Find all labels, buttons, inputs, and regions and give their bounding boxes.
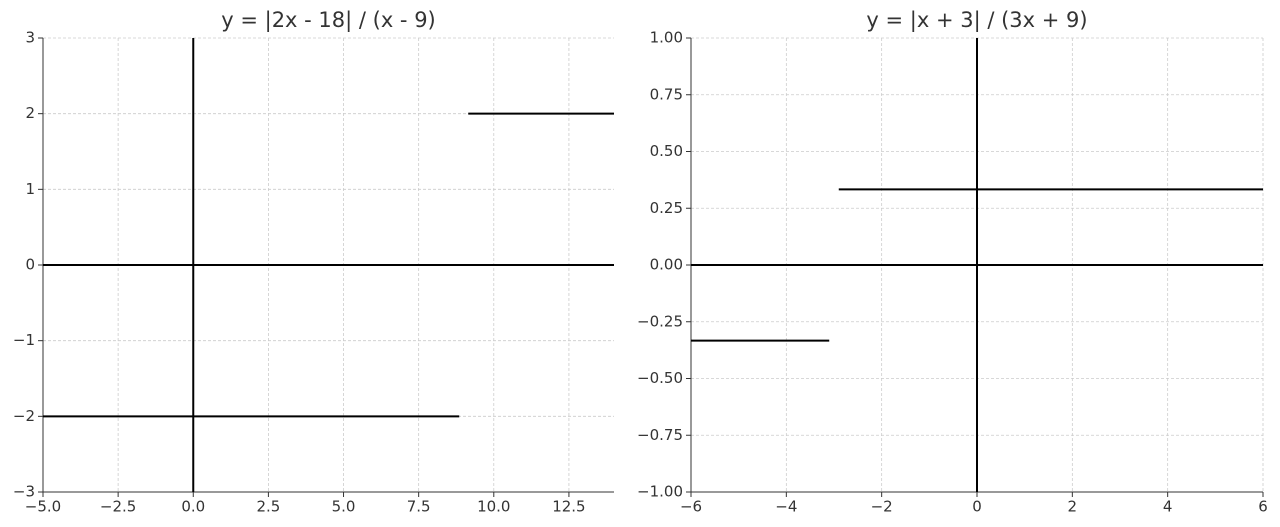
y-tick-label: 0.75 (650, 85, 683, 103)
x-tick-label: 12.5 (552, 498, 585, 516)
x-tick-label: −2.5 (100, 498, 136, 516)
y-tick-label: 0.25 (650, 199, 683, 217)
x-tick-label: 2 (1068, 498, 1078, 516)
chart-title: y = |2x - 18| / (x - 9) (221, 8, 436, 33)
x-tick-label: 5.0 (332, 498, 356, 516)
y-tick-label: 0 (25, 256, 35, 274)
x-tick-label: 2.5 (256, 498, 280, 516)
y-tick-label: −0.25 (637, 312, 683, 330)
x-tick-label: 4 (1163, 498, 1173, 516)
y-tick-label: 1.00 (650, 29, 683, 47)
x-tick-label: 0.0 (181, 498, 205, 516)
x-tick-label: −2 (871, 498, 893, 516)
y-tick-label: −0.50 (637, 369, 683, 387)
y-tick-label: −0.75 (637, 426, 683, 444)
x-tick-label: −4 (775, 498, 797, 516)
x-tick-label: −6 (680, 498, 702, 516)
x-tick-label: −5.0 (25, 498, 61, 516)
y-tick-label: −1.00 (637, 483, 683, 501)
x-tick-label: 0 (972, 498, 982, 516)
series-line (691, 188, 1263, 342)
y-tick-label: −2 (13, 407, 35, 425)
y-tick-label: −3 (13, 483, 35, 501)
y-tick-label: 0.00 (650, 256, 683, 274)
x-tick-label: 7.5 (407, 498, 431, 516)
y-tick-label: 3 (25, 29, 35, 47)
y-tick-label: 1 (25, 180, 35, 198)
y-tick-label: −1 (13, 331, 35, 349)
chart-title: y = |x + 3| / (3x + 9) (866, 8, 1087, 33)
y-tick-label: 0.50 (650, 142, 683, 160)
x-tick-label: 10.0 (477, 498, 510, 516)
y-tick-label: 2 (25, 104, 35, 122)
series-line (43, 112, 614, 418)
x-tick-label: 6 (1258, 498, 1268, 516)
